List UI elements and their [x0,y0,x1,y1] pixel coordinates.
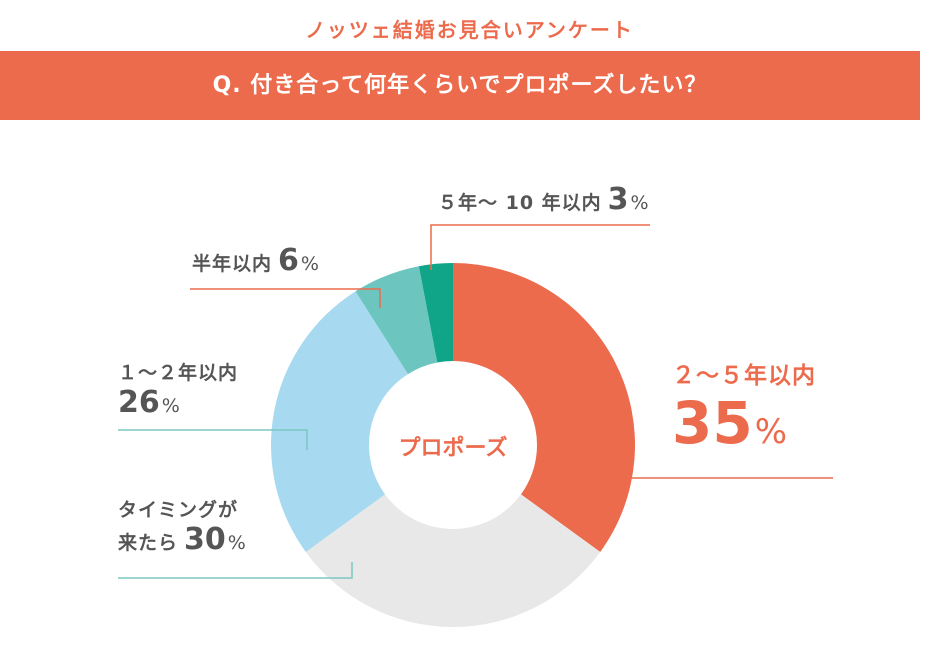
slice-label-1-2-years: １～２年以内 26% [118,358,238,425]
slice-value-half-year: 6 [278,243,299,278]
leader-line-5-10-years [430,224,650,270]
slice-category-half-year: 半年以内 [192,253,273,275]
question-banner [0,51,920,120]
slice-category-timing-line1: タイミングが [118,499,239,521]
slice-value-1-2-years: 26 [118,385,160,420]
slice-category-1-2-years: １～２年以内 [118,362,239,384]
donut-slice-5-10-years [418,263,453,363]
percent-sign: % [161,395,180,417]
percent-sign: % [754,412,788,452]
slice-label-2-5-years: ２～５年以内 35% [672,356,816,467]
percent-sign: % [630,192,649,214]
donut-slices [270,263,635,627]
slice-value-timing: 30 [184,522,226,557]
percent-sign: % [227,532,246,554]
donut-slice-half-year [355,266,438,375]
slice-category-timing-line2: 来たら [118,532,179,554]
leader-line-2-5-years [604,477,833,497]
leader-line-1-2-years [118,429,308,450]
survey-title: ノッツェ結婚お見合いアンケート [305,18,634,42]
question-text: Q. 付き合って何年くらいでプロポーズしたい？ [212,73,708,98]
slice-label-half-year: 半年以内 6% [192,243,319,283]
slice-value-2-5-years: 35 [672,389,753,457]
slice-category-5-10-years: ５年～ 10 年以内 [438,192,602,214]
leader-lines [118,224,833,579]
leader-line-half-year [190,288,381,308]
donut-slice-1-2-years [270,291,408,552]
slice-category-2-5-years: ２～５年以内 [672,363,816,389]
percent-sign: % [300,253,319,275]
donut-slice-2-5-years [453,263,635,552]
slice-label-5-10-years: ５年～ 10 年以内 3% [438,182,649,222]
slice-value-5-10-years: 3 [607,182,629,217]
donut-slice-timing [305,494,601,627]
slice-label-timing: タイミングが 来たら 30% [118,495,246,562]
donut-center-label: プロポーズ [398,436,508,461]
leader-line-timing [118,562,353,579]
